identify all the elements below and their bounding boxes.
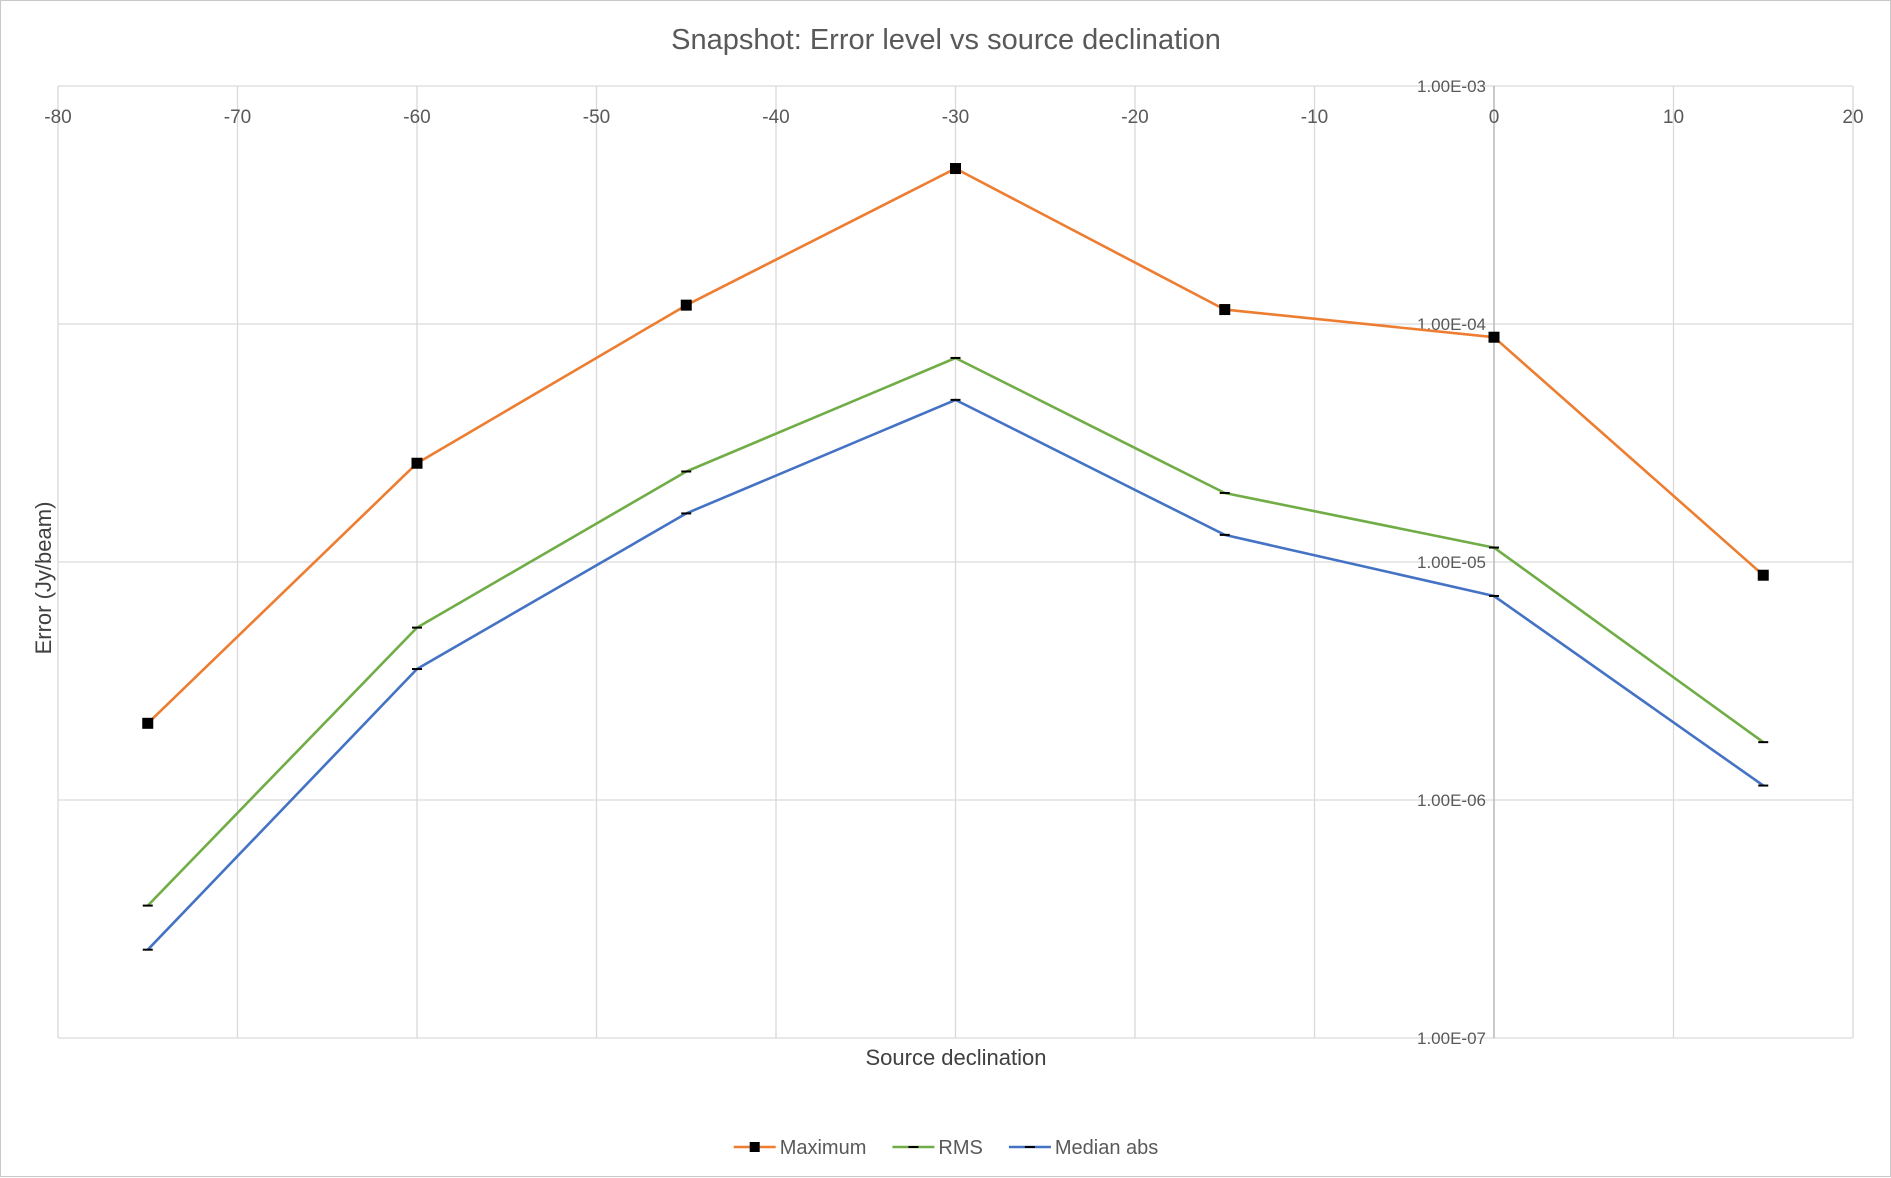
- legend-marker: [749, 1142, 760, 1152]
- gridlines: [57, 85, 1854, 1039]
- legend-item-rms: RMS: [892, 1137, 983, 1159]
- x-tick-label: 20: [1842, 107, 1863, 128]
- x-tick-label: -60: [403, 107, 430, 128]
- legend-item-maximum: Maximum: [733, 1137, 867, 1159]
- series-median-abs: [142, 398, 1769, 951]
- y-tick-label: 1.00E-03: [1417, 77, 1486, 96]
- y-tick-label: 1.00E-05: [1417, 553, 1486, 572]
- data-point: [1757, 569, 1769, 581]
- x-tick-label: 0: [1489, 107, 1500, 128]
- x-tick-label: -30: [942, 107, 969, 128]
- data-point: [680, 299, 692, 311]
- x-tick-label: -40: [762, 107, 789, 128]
- legend-item-median-abs: Median abs: [1008, 1137, 1158, 1159]
- x-tick-label: -10: [1301, 107, 1328, 128]
- data-point: [142, 717, 154, 729]
- data-point: [1219, 304, 1231, 316]
- y-axis-title: Error (Jy/beam): [31, 502, 56, 655]
- y-axis-tick-labels: 1.00E-03 1.00E-04 1.00E-05 1.00E-06 1.00E-07: [1417, 77, 1486, 1048]
- legend-label: RMS: [938, 1137, 982, 1159]
- series-lines: [142, 163, 1769, 951]
- series-maximum: [142, 163, 1769, 729]
- legend: Maximum RMS Median abs: [733, 1137, 1158, 1159]
- y-tick-label: 1.00E-04: [1417, 315, 1486, 334]
- y-tick-label: 1.00E-06: [1417, 791, 1486, 810]
- y-tick-label: 1.00E-07: [1417, 1029, 1486, 1048]
- data-point: [950, 163, 961, 175]
- data-point: [411, 457, 423, 469]
- chart-title: Snapshot: Error level vs source declinat…: [671, 24, 1221, 56]
- x-tick-label: 10: [1663, 107, 1684, 128]
- data-point: [1488, 331, 1500, 343]
- legend-label: Maximum: [780, 1137, 867, 1159]
- legend-label: Median abs: [1055, 1137, 1158, 1159]
- x-tick-label: -50: [583, 107, 610, 128]
- series-rms: [142, 356, 1769, 907]
- x-axis-tick-labels: -80 -70 -60 -50 -40 -30 -20 -10 0 10 20: [44, 107, 1863, 128]
- x-tick-label: -80: [44, 107, 71, 128]
- x-axis-title: Source declination: [865, 1045, 1046, 1070]
- x-tick-label: -70: [224, 107, 251, 128]
- x-tick-label: -20: [1121, 107, 1148, 128]
